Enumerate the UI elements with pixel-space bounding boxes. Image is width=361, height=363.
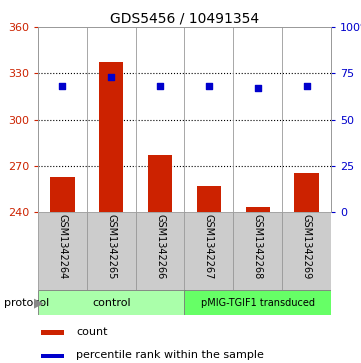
Bar: [184, 212, 233, 290]
Bar: [282, 212, 331, 290]
Text: GSM1342265: GSM1342265: [106, 214, 116, 280]
Point: [60, 83, 65, 89]
Bar: [38, 212, 87, 290]
Bar: [245, 207, 270, 212]
Text: GSM1342268: GSM1342268: [253, 214, 263, 280]
Text: protocol: protocol: [4, 298, 49, 307]
Bar: [38, 290, 184, 315]
Text: pMIG-TGIF1 transduced: pMIG-TGIF1 transduced: [201, 298, 315, 307]
Text: percentile rank within the sample: percentile rank within the sample: [76, 350, 264, 360]
Bar: [87, 212, 136, 290]
Bar: [99, 62, 123, 212]
Text: GSM1342266: GSM1342266: [155, 214, 165, 280]
Bar: [294, 174, 319, 212]
Point: [255, 85, 261, 91]
Bar: [136, 212, 184, 290]
Text: GSM1342269: GSM1342269: [301, 214, 312, 280]
Text: count: count: [76, 327, 108, 337]
Text: control: control: [92, 298, 131, 307]
Bar: [41, 354, 64, 358]
Point: [157, 83, 163, 89]
Text: GSM1342267: GSM1342267: [204, 214, 214, 280]
Bar: [50, 176, 75, 212]
Point: [108, 74, 114, 80]
Point: [304, 83, 309, 89]
Bar: [197, 186, 221, 212]
Point: [206, 83, 212, 89]
Bar: [184, 290, 331, 315]
Bar: [148, 155, 172, 212]
Title: GDS5456 / 10491354: GDS5456 / 10491354: [110, 12, 259, 26]
Bar: [233, 212, 282, 290]
Text: GSM1342264: GSM1342264: [57, 214, 68, 280]
Text: ▶: ▶: [34, 296, 44, 309]
Bar: [41, 330, 64, 335]
